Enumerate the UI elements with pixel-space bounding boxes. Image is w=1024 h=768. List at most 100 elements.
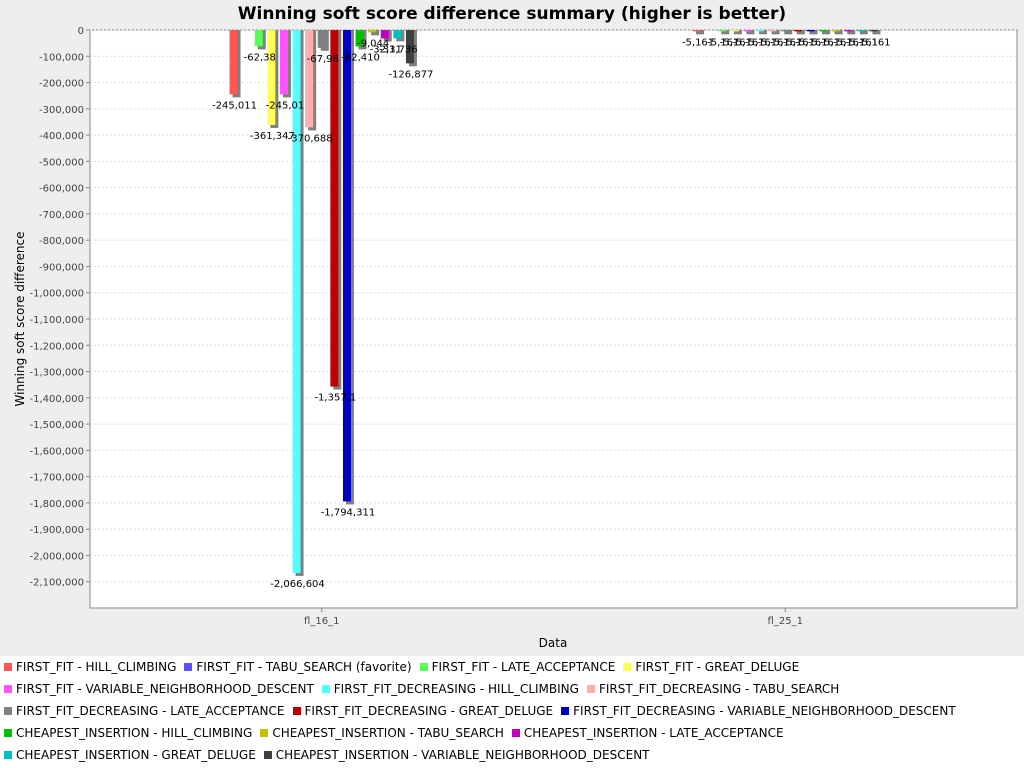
legend-label: CHEAPEST_INSERTION - GREAT_DELUGE — [16, 748, 256, 762]
legend-swatch — [4, 685, 12, 693]
bar — [806, 30, 815, 32]
chart-svg: Winning soft score difference summary (h… — [13, 4, 1018, 650]
bar-value-label: -5,161 — [707, 37, 739, 48]
legend-item: CHEAPEST_INSERTION - GREAT_DELUGE — [4, 748, 256, 762]
data-labels: -245,011 -62,38 -361,347 -245,01 -2,066,604 -… — [212, 37, 891, 590]
bars — [229, 30, 881, 576]
legend-row: CHEAPEST_INSERTION - GREAT_DELUGE CHEAPES… — [0, 744, 1024, 766]
bar-value-label: -62,410 — [341, 52, 380, 63]
bar — [743, 30, 752, 32]
legend-item: CHEAPEST_INSERTION - HILL_CLIMBING — [4, 726, 252, 740]
legend-label: CHEAPEST_INSERTION - TABU_SEARCH — [272, 726, 504, 740]
legend-label: FIRST_FIT_DECREASING - VARIABLE_NEIGHBOR… — [573, 704, 956, 718]
bar-value-label: -5,161 — [682, 37, 714, 48]
y-tick-label: -500,000 — [39, 157, 84, 168]
bar-shadow — [847, 30, 856, 35]
legend-row: FIRST_FIT - HILL_CLIMBING FIRST_FIT - TAB… — [0, 656, 1024, 678]
bar-value-label: -2,066,604 — [270, 579, 325, 590]
legend-swatch — [419, 663, 428, 671]
legend-label: FIRST_FIT_DECREASING - GREAT_DELUGE — [304, 704, 554, 718]
x-axis-title: Data — [539, 636, 568, 650]
x-axis: fl_16_1 fl_25_1 — [304, 608, 803, 627]
bar-shadow — [721, 30, 730, 35]
bar-shadow — [733, 30, 742, 35]
y-tick-label: 0 — [78, 26, 84, 37]
legend-item: FIRST_FIT - GREAT_DELUGE — [623, 660, 799, 674]
bar — [342, 30, 351, 502]
bar — [730, 30, 739, 32]
y-tick-label: -800,000 — [39, 236, 84, 247]
bar-value-label: -1,357,1 — [314, 393, 356, 404]
bar-value-label: -5,161 — [783, 37, 815, 48]
bar — [355, 30, 364, 47]
y-tick-label: -1,000,000 — [29, 289, 84, 300]
legend-swatch — [263, 751, 272, 759]
bar-value-label: -126,877 — [388, 69, 433, 80]
y-tick-label: -400,000 — [39, 131, 84, 142]
bar-value-label: -5,161 — [858, 37, 890, 48]
legend-item: FIRST_FIT - TABU_SEARCH (favorite) — [184, 660, 412, 674]
bar-value-label: -9,044 — [357, 38, 389, 49]
bar — [279, 30, 288, 95]
legend-label: FIRST_FIT - VARIABLE_NEIGHBORHOOD_DESCEN… — [16, 682, 314, 696]
legend-label: FIRST_FIT_DECREASING - HILL_CLIMBING — [333, 682, 579, 696]
bar-value-label: -5,161 — [846, 37, 878, 48]
bar-value-label: -31,736 — [379, 44, 418, 55]
bar — [844, 30, 853, 32]
bar-value-label: -5,161 — [745, 37, 777, 48]
legend-label: FIRST_FIT_DECREASING - TABU_SEARCH — [598, 682, 840, 696]
bar — [229, 30, 238, 95]
x-tick-label: fl_16_1 — [304, 616, 339, 627]
bar-value-label: -1,794,311 — [321, 507, 376, 518]
bar — [781, 30, 790, 32]
legend-item: FIRST_FIT - LATE_ACCEPTANCE — [419, 660, 616, 674]
bar-shadow — [784, 30, 793, 35]
y-tick-label: -200,000 — [39, 79, 84, 90]
bar — [405, 30, 414, 64]
legend-row: FIRST_FIT_DECREASING - LATE_ACCEPTANCE FI… — [0, 700, 1024, 722]
bar — [305, 30, 314, 128]
legend-label: CHEAPEST_INSERTION - VARIABLE_NEIGHBORHO… — [275, 748, 650, 762]
legend-row: FIRST_FIT - VARIABLE_NEIGHBORHOOD_DESCEN… — [0, 678, 1024, 700]
y-tick-label: -2,000,000 — [29, 551, 84, 562]
legend-swatch — [586, 685, 595, 693]
bar-value-label: -245,01 — [266, 100, 305, 111]
bar — [793, 30, 802, 32]
bar — [693, 30, 702, 32]
bar — [292, 30, 301, 573]
bar — [317, 30, 326, 48]
bar-shadow — [872, 30, 881, 35]
y-tick-label: -1,400,000 — [29, 394, 84, 405]
bar-value-label: -361,347 — [250, 131, 295, 142]
bar-shadow — [696, 30, 705, 35]
legend-item: FIRST_FIT_DECREASING - GREAT_DELUGE — [292, 704, 554, 718]
bar-shadow — [771, 30, 780, 35]
y-tick-label: -600,000 — [39, 184, 84, 195]
bar — [856, 30, 865, 32]
bar — [330, 30, 339, 387]
legend-item: FIRST_FIT - VARIABLE_NEIGHBORHOOD_DESCEN… — [4, 682, 314, 696]
bar — [393, 30, 402, 39]
x-tick-label: fl_25_1 — [768, 616, 803, 627]
bar-shadow — [746, 30, 755, 35]
legend-swatch — [561, 707, 570, 715]
y-tick-label: -1,800,000 — [29, 499, 84, 510]
bar-value-label: -5,161 — [720, 37, 752, 48]
legend-item: FIRST_FIT_DECREASING - VARIABLE_NEIGHBOR… — [561, 704, 956, 718]
bar-shadow — [371, 30, 380, 36]
legend-swatch — [321, 685, 330, 693]
bar-shadow — [759, 30, 768, 35]
legend-label: FIRST_FIT - LATE_ACCEPTANCE — [431, 660, 616, 674]
y-tick-label: -100,000 — [39, 52, 84, 63]
bar-value-label: -67,98 — [307, 54, 339, 65]
bar-shadow — [859, 30, 868, 35]
bar-value-label: -5,161 — [732, 37, 764, 48]
bar-shadow — [822, 30, 831, 35]
bar-shadow — [834, 30, 843, 35]
y-tick-label: -1,100,000 — [29, 315, 84, 326]
bar-value-label: -245,011 — [212, 100, 257, 111]
y-tick-label: -300,000 — [39, 105, 84, 116]
legend-swatch — [511, 729, 520, 737]
y-axis-title: Winning soft score difference — [13, 232, 27, 407]
